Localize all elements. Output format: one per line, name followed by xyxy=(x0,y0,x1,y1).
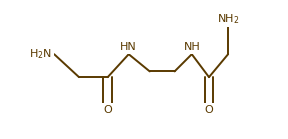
Text: NH$_2$: NH$_2$ xyxy=(217,12,239,26)
Text: HN: HN xyxy=(120,42,137,52)
Text: O: O xyxy=(103,105,112,115)
Text: NH: NH xyxy=(183,42,200,52)
Text: O: O xyxy=(204,105,213,115)
Text: H$_2$N: H$_2$N xyxy=(29,47,52,61)
